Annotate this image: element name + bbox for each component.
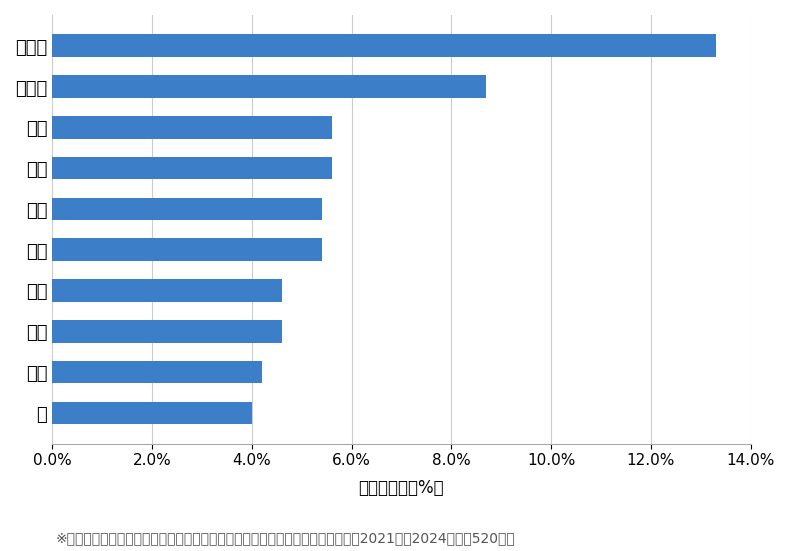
Bar <box>52 116 332 138</box>
Bar <box>52 402 252 424</box>
Bar <box>52 198 322 220</box>
Bar <box>52 157 332 179</box>
Text: ※弊社受付の案件を対象に、受付時に市区町村の回答があったものを集計（期間2021年～2024年、計520件）: ※弊社受付の案件を対象に、受付時に市区町村の回答があったものを集計（期間2021… <box>55 532 515 545</box>
Bar <box>52 279 282 302</box>
X-axis label: 件数の割合（%）: 件数の割合（%） <box>359 479 444 498</box>
Bar <box>52 35 716 57</box>
Bar <box>52 361 261 383</box>
Bar <box>52 75 487 98</box>
Bar <box>52 239 322 261</box>
Bar <box>52 320 282 343</box>
